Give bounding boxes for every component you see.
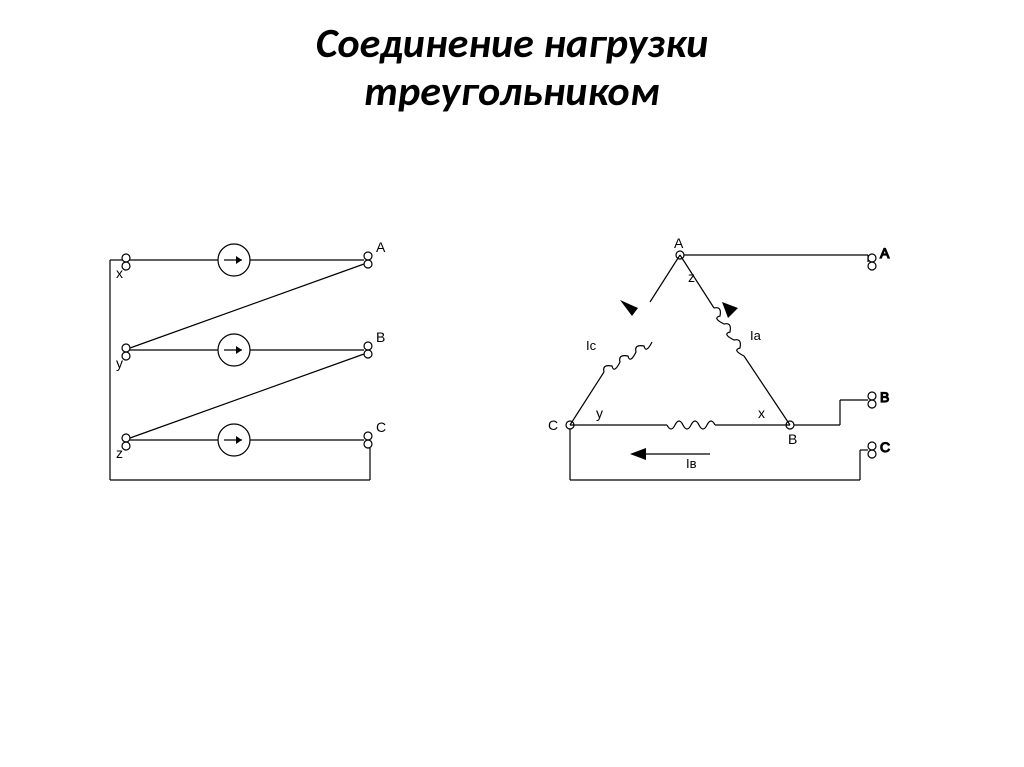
row-B: y B: [116, 329, 385, 438]
left-schematic: x A y B: [90, 220, 410, 520]
label-Ic: Iс: [586, 338, 597, 353]
term-B: B: [880, 389, 889, 405]
left-wiring: [110, 260, 370, 480]
label-y: y: [116, 355, 123, 371]
row-A: x A: [116, 239, 386, 348]
vertex-C: C: [548, 417, 558, 433]
title-line2: треугольником: [364, 66, 659, 117]
term-C: C: [880, 439, 890, 455]
inner-x: x: [758, 405, 765, 421]
arrow-Ic: Iс: [586, 300, 638, 353]
inner-z: z: [688, 269, 695, 285]
label-z: z: [116, 445, 123, 461]
side-BC: [570, 421, 790, 429]
term-A: A: [880, 245, 890, 261]
label-Ib: Iв: [686, 456, 697, 471]
label-x: x: [116, 265, 123, 281]
page-title: Соединение нагрузки треугольником: [0, 20, 1024, 117]
vertex-B: B: [788, 431, 797, 447]
label-C: C: [376, 419, 386, 435]
vertex-A: A: [674, 235, 684, 251]
label-B: B: [376, 329, 385, 345]
row-C: z C: [116, 419, 386, 461]
inner-y: y: [596, 405, 603, 421]
page: Соединение нагрузки треугольником: [0, 0, 1024, 767]
arrow-Ib: Iв: [630, 448, 710, 471]
label-Ia: Iа: [750, 328, 762, 343]
side-AB: [680, 255, 790, 425]
right-schematic: A B C z x y Iс Iа Iв: [500, 230, 920, 520]
diagrams-area: x A y B: [0, 220, 1024, 600]
label-A: A: [376, 239, 386, 255]
right-terminals: A B C: [570, 245, 890, 480]
title-line1: Соединение нагрузки: [316, 18, 709, 69]
